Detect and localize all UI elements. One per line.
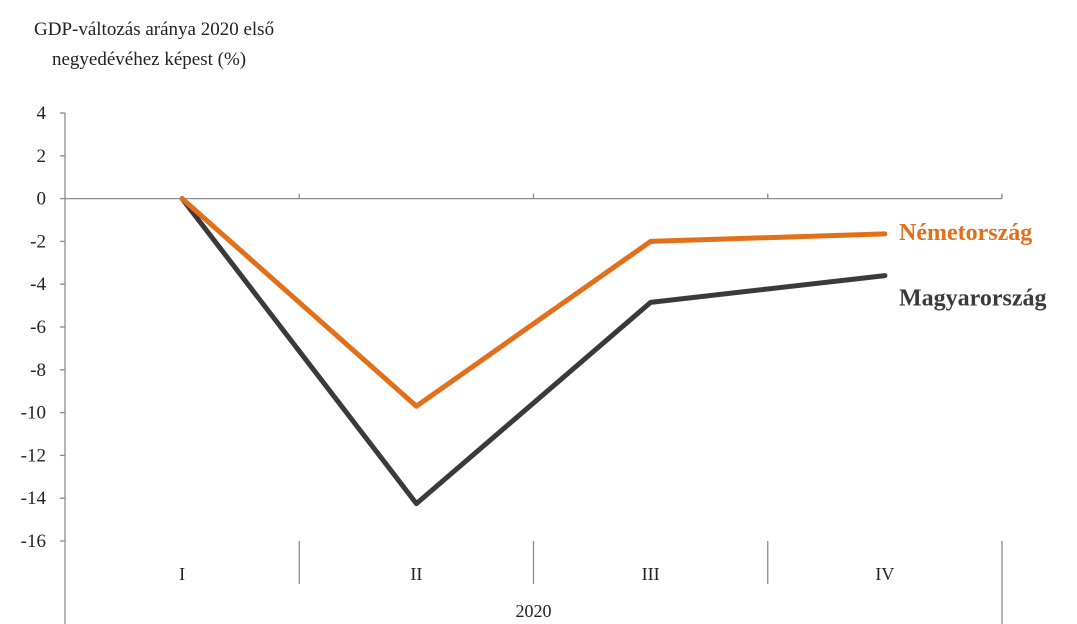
category-label: IV	[875, 564, 894, 584]
y-tick-label: -8	[30, 360, 46, 381]
y-axis-title-line-1: GDP-változás aránya 2020 első	[34, 19, 274, 40]
y-tick-label: 4	[37, 103, 47, 124]
y-axis: 4 2 0 -2 -4 -6 -8 -10 -12 -14 -16	[21, 103, 66, 624]
y-tick-label: -2	[30, 231, 46, 252]
y-axis-title-line-2: negyedévéhez képest (%)	[52, 49, 246, 70]
y-tick-label: -12	[21, 445, 46, 466]
group-label-year: 2020	[516, 601, 552, 621]
y-tick-label: 0	[37, 189, 47, 210]
y-tick-label: -10	[21, 403, 46, 424]
category-label: I	[179, 564, 185, 584]
series-line-0	[179, 196, 888, 409]
category-label: III	[642, 564, 660, 584]
y-tick-label: 2	[37, 146, 47, 167]
series-line-1	[179, 196, 888, 507]
category-label: II	[410, 564, 422, 584]
y-tick-label: -16	[21, 531, 46, 552]
y-tick-label: -6	[30, 317, 46, 338]
series-labels: Németország Magyarország	[899, 220, 1047, 312]
series-label-1: Magyarország	[899, 286, 1047, 312]
y-tick-label: -4	[30, 274, 46, 295]
series-label-0: Németország	[899, 220, 1032, 246]
y-tick-label: -14	[21, 488, 47, 509]
series-lines	[179, 196, 888, 507]
